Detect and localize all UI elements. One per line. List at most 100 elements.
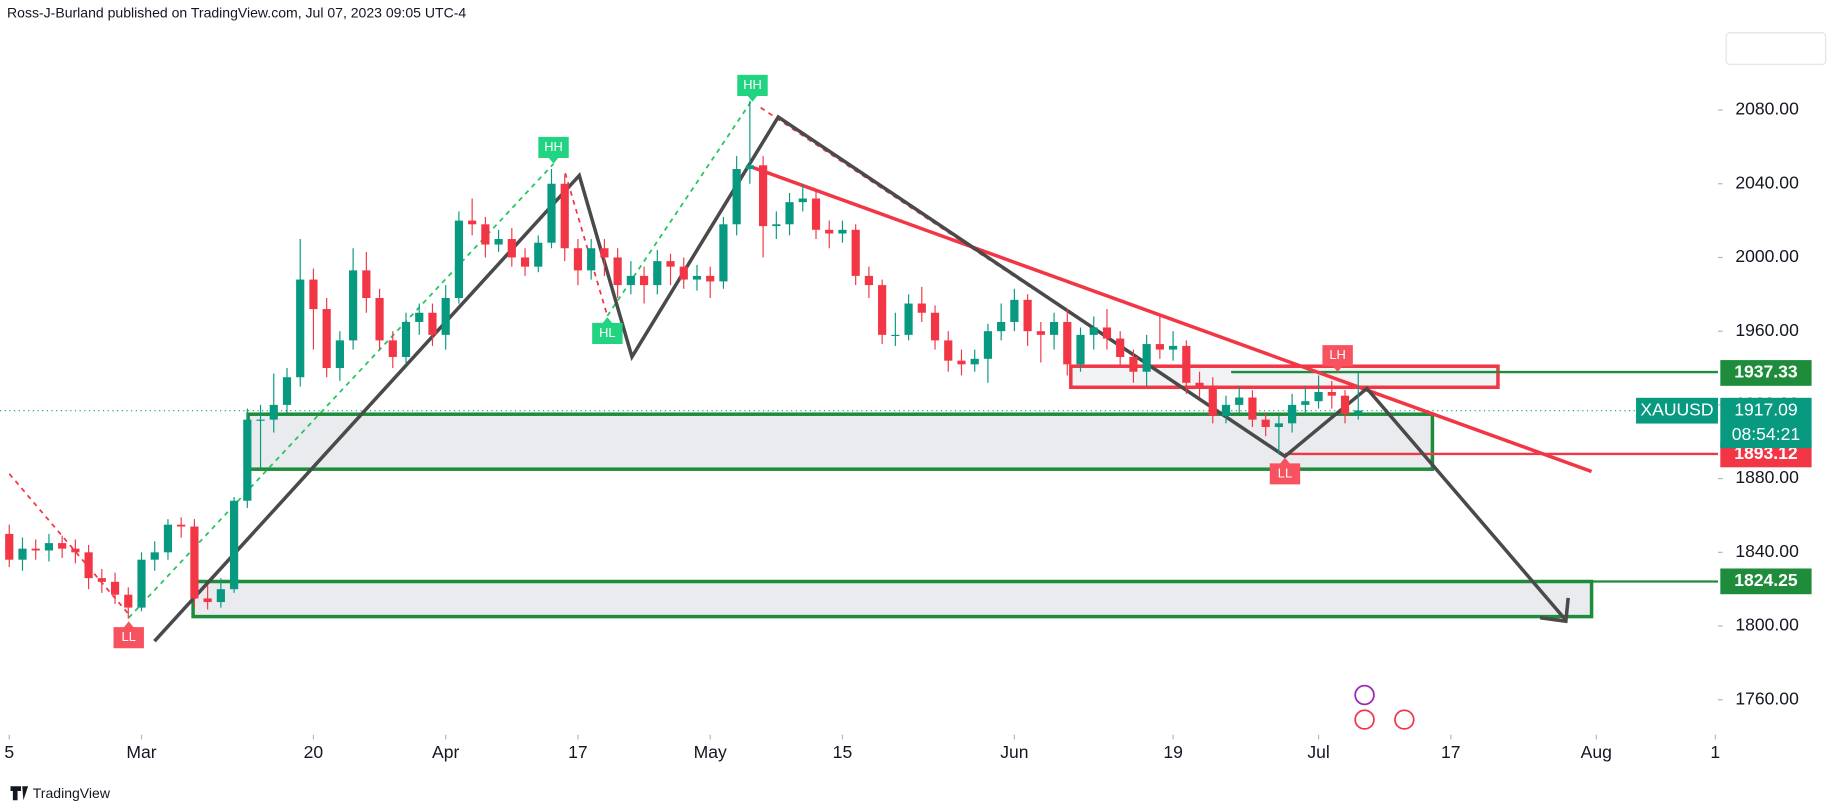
last-price-label <box>1720 397 1812 449</box>
candle-body <box>653 261 662 286</box>
candle-body <box>891 334 900 337</box>
candle-body <box>1076 334 1085 365</box>
candle-body <box>349 270 358 341</box>
candle-body <box>997 321 1006 332</box>
candle-body <box>1261 419 1270 428</box>
candle-body <box>798 198 807 203</box>
candle-body <box>507 239 516 258</box>
candle-body <box>1288 404 1297 424</box>
y-tick-label: 1800.00 <box>1735 615 1799 635</box>
candle-body <box>1301 401 1310 405</box>
dashed-line <box>8 473 130 615</box>
y-tick-label: 2000.00 <box>1735 246 1799 266</box>
candle-body <box>203 598 212 603</box>
candle-body <box>1129 356 1138 372</box>
candle-body <box>415 312 424 322</box>
candle-body <box>547 183 556 243</box>
candle-body <box>719 224 728 282</box>
candle-body <box>666 261 675 267</box>
candle-body <box>1182 345 1191 383</box>
symbol-label <box>1636 397 1718 424</box>
candle-body <box>282 377 292 405</box>
candle-body <box>44 543 54 551</box>
candle-body <box>216 589 225 603</box>
candle-body <box>706 275 715 282</box>
candle-body <box>957 360 966 365</box>
drawings <box>0 98 1721 643</box>
candle-body <box>441 298 450 335</box>
candle-body <box>150 552 159 560</box>
candle-body <box>1063 321 1072 365</box>
candle-body <box>864 275 874 286</box>
candle-body <box>1314 391 1323 402</box>
marker-label: HL <box>599 325 615 340</box>
marker-label: HH <box>743 77 762 92</box>
marker-label: LL <box>1278 465 1292 480</box>
candle-body <box>190 526 199 599</box>
last-price: 1917.09 <box>1734 399 1797 419</box>
candle-body <box>970 358 979 365</box>
candle-body <box>177 524 186 527</box>
zigzag <box>153 114 1568 643</box>
y-tick-label: 1880.00 <box>1735 467 1799 487</box>
candle-body <box>745 165 754 169</box>
x-tick-label: Mar <box>126 742 156 762</box>
marker-label: HH <box>544 139 563 154</box>
candle-body <box>243 419 252 501</box>
candle-body <box>930 312 940 341</box>
candle-body <box>1049 321 1059 335</box>
x-tick-label: 5 <box>4 742 14 762</box>
candle-body <box>322 309 331 369</box>
marker <box>1322 345 1353 373</box>
candle-body <box>600 248 609 258</box>
candle-body <box>1142 344 1151 372</box>
candle-body <box>454 220 464 299</box>
x-tick-label: Apr <box>432 742 459 762</box>
candle-body <box>785 202 794 225</box>
dashed-line <box>606 98 754 317</box>
candle-body <box>692 275 702 280</box>
price-label <box>1720 568 1812 595</box>
candle-body <box>851 229 860 276</box>
event-icons <box>1354 684 1415 730</box>
candle-body <box>878 285 887 335</box>
candle-body <box>811 198 821 230</box>
candles <box>5 100 1363 619</box>
candle-body <box>573 248 583 271</box>
x-tick-label: 15 <box>833 742 853 762</box>
x-tick-label: 19 <box>1163 742 1183 762</box>
marker <box>538 136 569 164</box>
candle-body <box>587 248 596 271</box>
candle-body <box>110 581 120 595</box>
dashed-line <box>564 172 609 317</box>
price-label-text: 1824.25 <box>1734 570 1798 590</box>
candle-body <box>639 275 649 286</box>
candle-body <box>401 321 411 357</box>
candle-body <box>362 270 371 299</box>
candle-body <box>97 578 106 582</box>
candle-body <box>256 419 265 421</box>
candle-body <box>838 229 847 234</box>
y-tick-label: 1960.00 <box>1735 320 1799 340</box>
axis-button[interactable] <box>1725 32 1827 65</box>
x-tick-label: 17 <box>568 742 588 762</box>
price-label-text: 1937.33 <box>1734 362 1798 382</box>
candle-body <box>58 543 67 549</box>
candle-body <box>71 548 80 553</box>
candle-body <box>375 298 384 341</box>
x-tick-label: Jun <box>1000 742 1028 762</box>
y-tick-label: 2080.00 <box>1735 99 1799 119</box>
candle-body <box>1023 299 1032 332</box>
arrow-head <box>1539 597 1570 624</box>
candle-body <box>904 303 913 335</box>
candle-body <box>468 220 477 225</box>
candle-body <box>163 524 173 553</box>
candle-body <box>759 165 768 227</box>
countdown: 08:54:21 <box>1732 424 1800 444</box>
marker-label: LH <box>1329 347 1345 362</box>
event-icon <box>1354 709 1375 730</box>
y-tick-label: 1760.00 <box>1735 688 1799 708</box>
demand-zone <box>191 579 1594 619</box>
